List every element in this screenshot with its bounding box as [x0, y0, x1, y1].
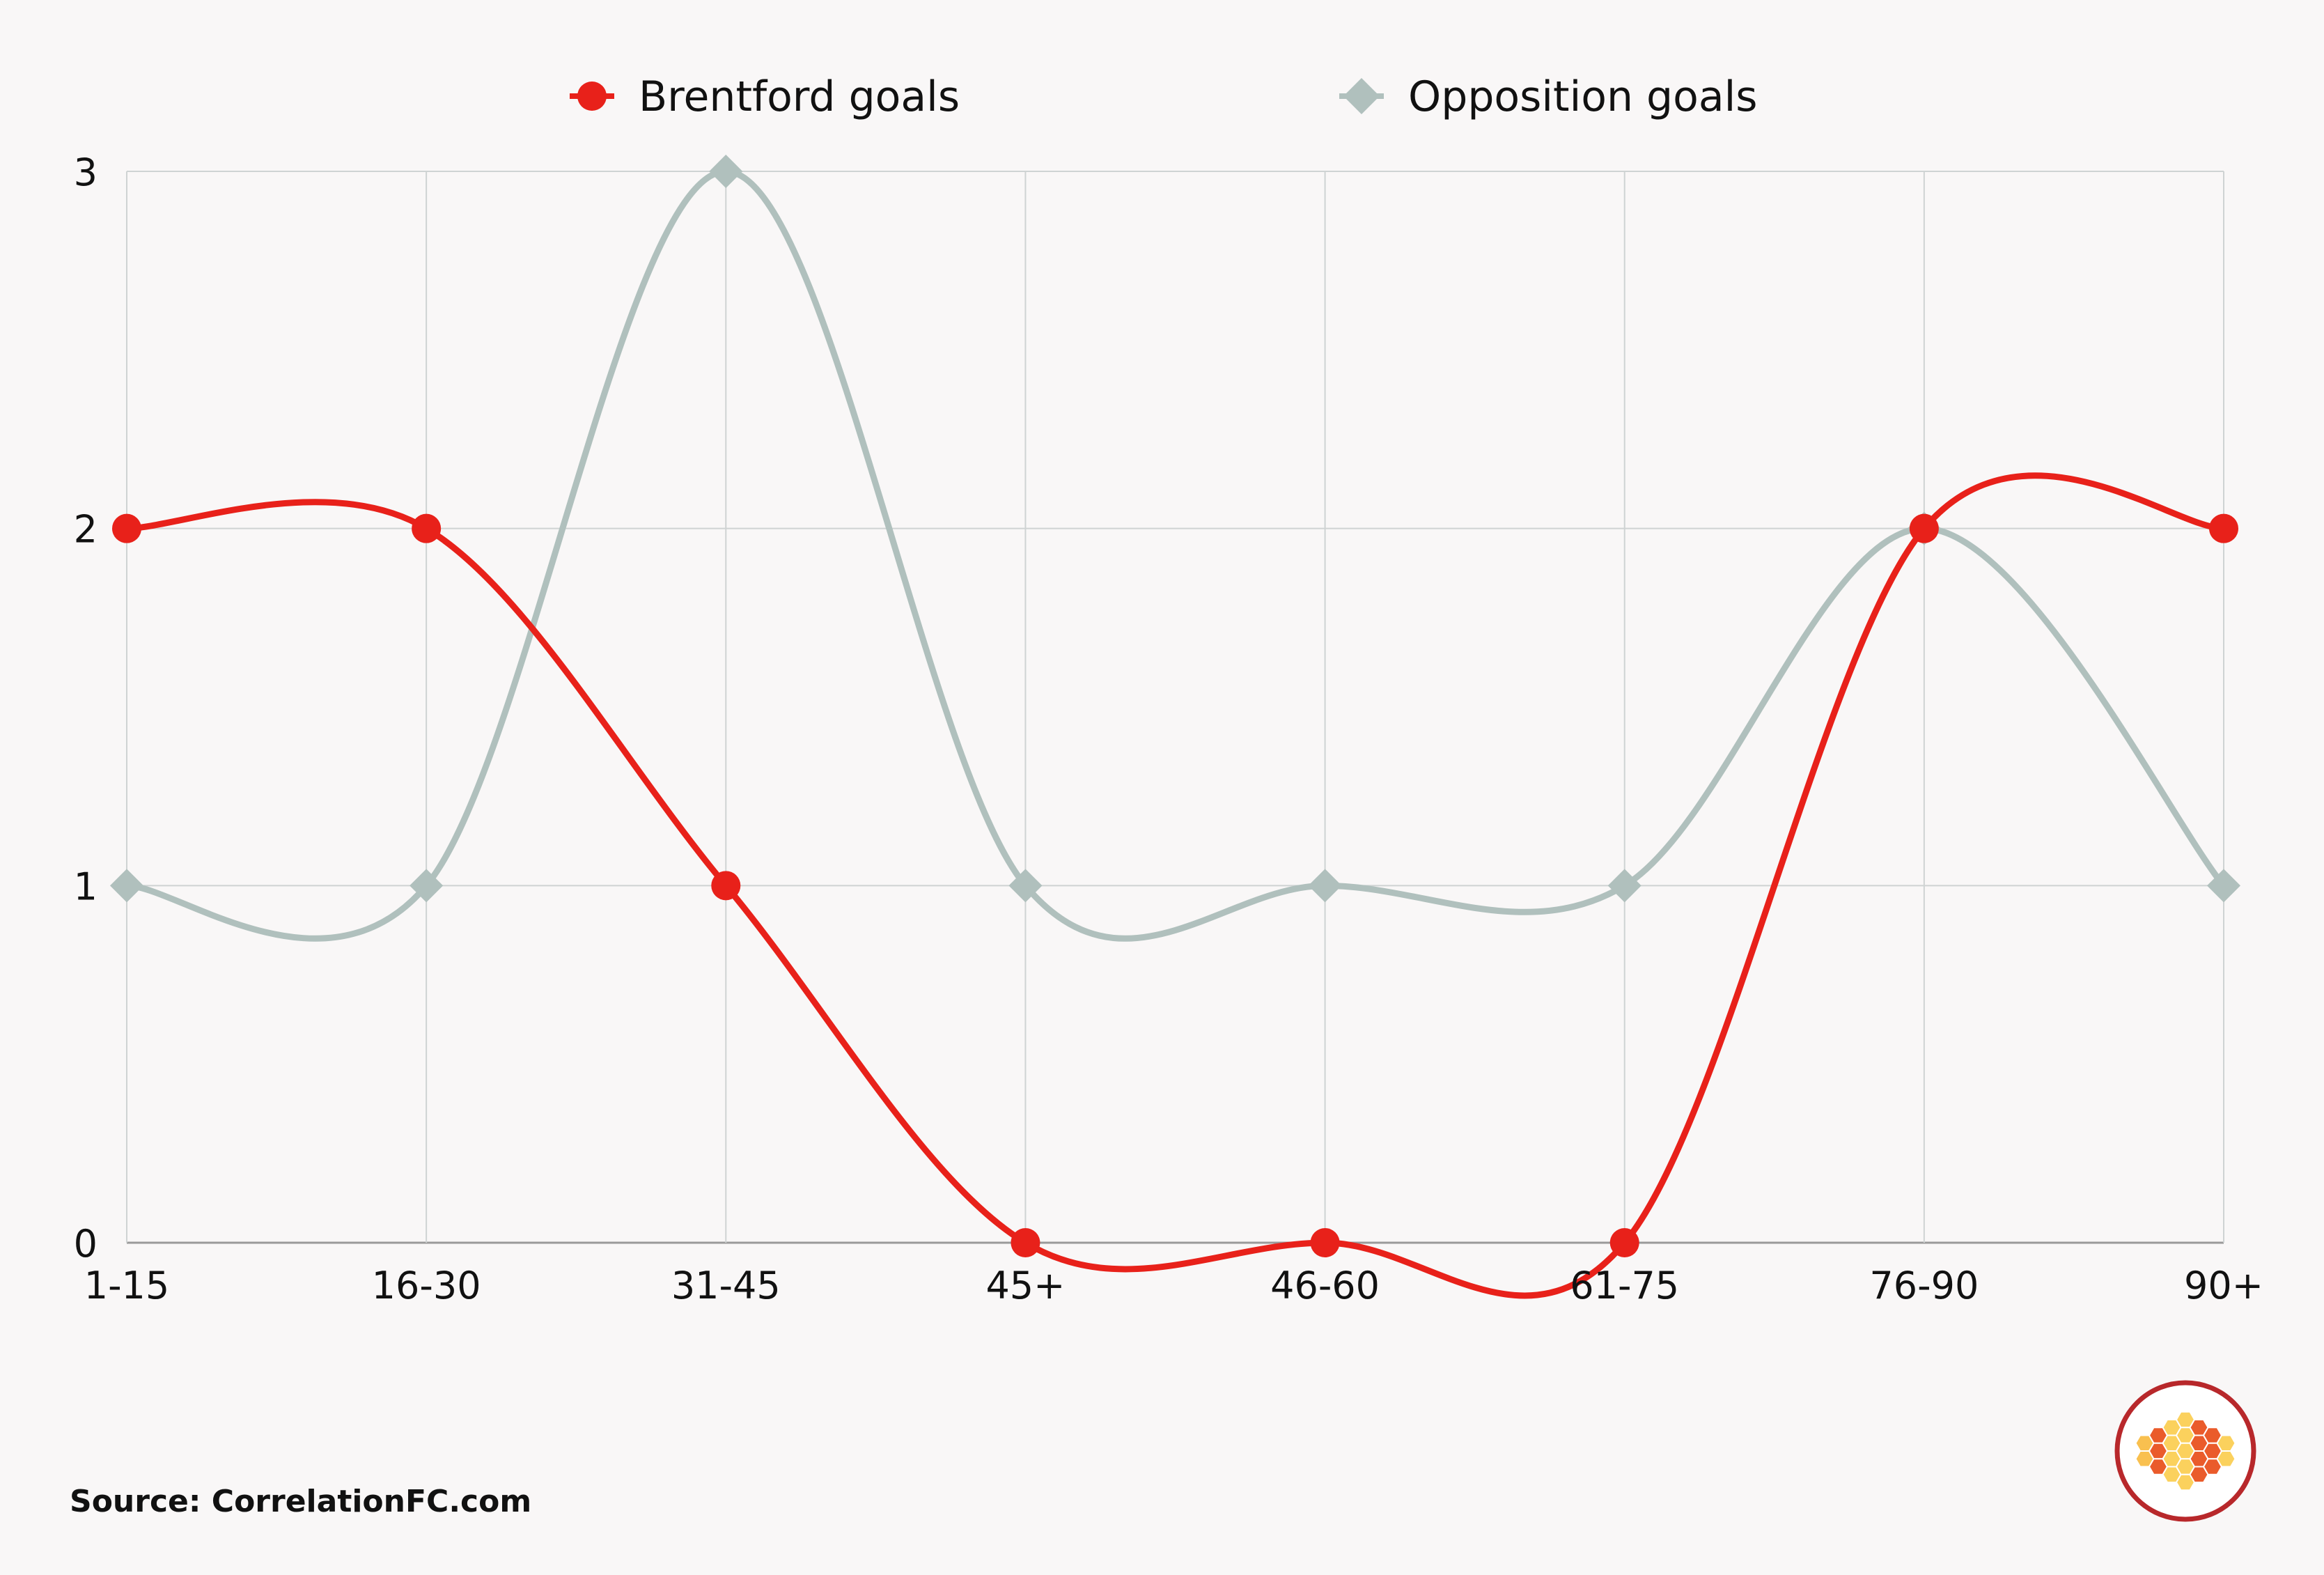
legend-item-brentford-goals: Brentford goals: [570, 72, 960, 121]
y-tick-labels: 0 1 2 3: [74, 150, 98, 1266]
legend-swatch-marker: [577, 82, 607, 111]
y-tick-label: 0: [74, 1222, 98, 1266]
brentford-goals-point: [1909, 513, 1939, 543]
opposition-goals-point: [709, 155, 743, 188]
brentford-goals-point: [2209, 513, 2238, 543]
logo-hexagon: [2216, 1434, 2236, 1452]
x-tick-label: 45+: [985, 1264, 1065, 1308]
legend-label: Brentford goals: [639, 72, 960, 121]
logo-hexagon: [2216, 1450, 2236, 1468]
y-tick-label: 3: [74, 150, 98, 194]
x-tick-label: 61-75: [1570, 1264, 1679, 1308]
x-tick-label: 46-60: [1270, 1264, 1380, 1308]
brentford-goals-point: [1011, 1228, 1040, 1257]
legend: Brentford goals Opposition goals: [570, 72, 1758, 121]
legend-item-opposition-goals: Opposition goals: [1339, 72, 1758, 121]
legend-swatch-marker: [1343, 78, 1380, 114]
opposition-goals-point: [1008, 869, 1043, 903]
brentford-goals-point: [1310, 1228, 1340, 1257]
series-lines: [123, 168, 2227, 1299]
opposition-goals-point: [2207, 869, 2240, 903]
x-tick-label: 90+: [2184, 1264, 2263, 1308]
brentford-goals-point: [112, 513, 141, 543]
source-note: Source: CorrelationFC.com: [70, 1484, 532, 1519]
correlationfc-logo: [2114, 1380, 2256, 1522]
y-tick-label: 1: [74, 864, 98, 908]
opposition-goals-line: [123, 168, 2227, 942]
x-tick-label: 1-15: [84, 1264, 170, 1308]
logo-hexagons: [2135, 1411, 2236, 1491]
brentford-goals-point: [1609, 1228, 1639, 1257]
opposition-goals-point: [110, 869, 143, 903]
x-tick-label: 16-30: [372, 1264, 481, 1308]
y-tick-label: 2: [74, 508, 98, 552]
opposition-goals-point: [1607, 869, 1641, 903]
opposition-goals-point: [1308, 869, 1342, 903]
series-markers: [110, 155, 2240, 1257]
opposition-goals-point: [410, 869, 444, 903]
brentford-goals-line: [123, 472, 2227, 1299]
brentford-goals-point: [412, 513, 442, 543]
brentford-goals-point: [711, 871, 741, 901]
grid: [126, 171, 2224, 1244]
legend-label: Opposition goals: [1408, 72, 1758, 121]
x-tick-labels: 1-15 16-30 31-45 45+ 46-60 61-75 76-90 90+: [84, 1264, 2263, 1308]
x-tick-label: 76-90: [1869, 1264, 1979, 1308]
x-tick-label: 31-45: [671, 1264, 781, 1308]
